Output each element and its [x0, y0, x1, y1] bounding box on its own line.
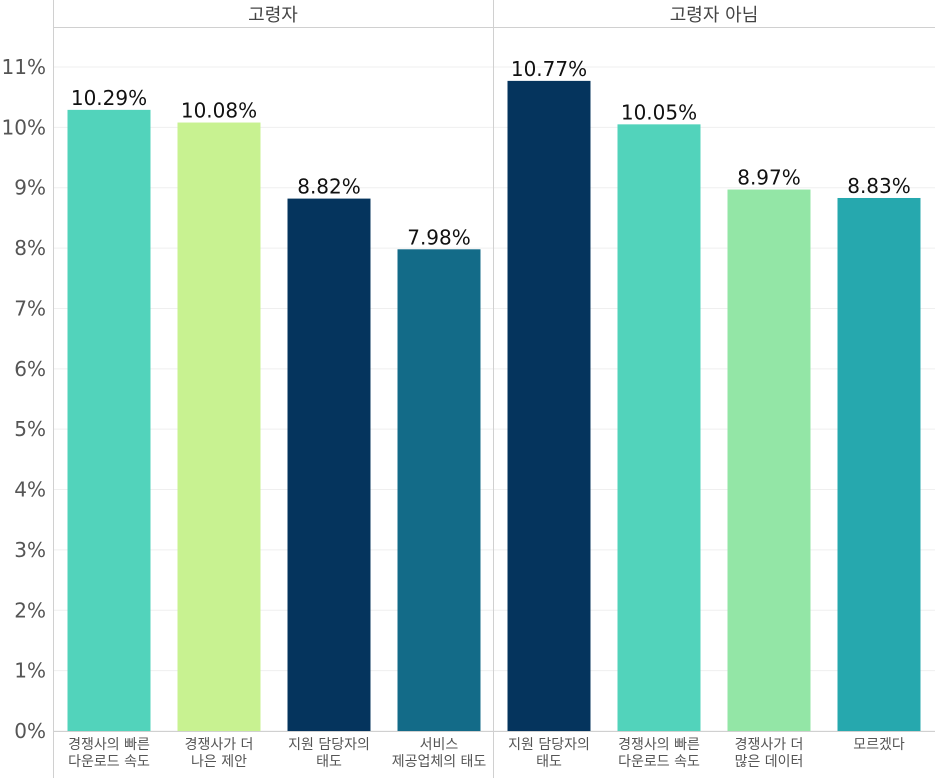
panel-title: 고령자 — [248, 5, 298, 26]
y-tick-label: 5% — [14, 417, 46, 441]
y-tick-label: 8% — [14, 236, 46, 260]
y-tick-label: 3% — [14, 538, 46, 562]
bar[interactable] — [397, 249, 481, 731]
data-label: 8.97% — [737, 166, 801, 190]
data-label: 10.29% — [71, 86, 147, 110]
y-tick-label: 4% — [14, 478, 46, 502]
y-tick-label: 11% — [2, 55, 46, 79]
data-label: 10.08% — [181, 99, 257, 123]
category-label: 나은 제안 — [191, 754, 247, 770]
bar[interactable] — [177, 122, 261, 731]
category-label: 다운로드 속도 — [618, 754, 700, 770]
data-label: 7.98% — [407, 225, 471, 249]
y-tick-label: 10% — [2, 115, 46, 139]
y-tick-label: 9% — [14, 176, 46, 200]
bar[interactable] — [727, 189, 811, 731]
data-label: 10.77% — [511, 57, 587, 81]
data-label: 10.05% — [621, 100, 697, 124]
y-tick-label: 6% — [14, 357, 46, 381]
category-label: 경쟁사의 빠른 — [68, 737, 150, 753]
bar[interactable] — [507, 80, 591, 731]
bar[interactable] — [617, 124, 701, 731]
category-label: 다운로드 속도 — [68, 754, 150, 770]
y-tick-label: 2% — [14, 598, 46, 622]
data-label: 8.82% — [297, 175, 361, 199]
panel-title: 고령자 아님 — [670, 5, 759, 26]
category-label: 경쟁사의 빠른 — [618, 737, 700, 753]
data-label: 8.83% — [847, 174, 911, 198]
bar[interactable] — [67, 109, 151, 732]
bar[interactable] — [837, 197, 921, 732]
category-label: 모르겠다 — [853, 737, 905, 753]
category-label: 경쟁사가 더 — [735, 737, 804, 753]
category-label: 서비스 — [420, 737, 459, 753]
category-label: 지원 담당자의 — [508, 737, 590, 753]
category-label: 제공업체의 태도 — [392, 754, 487, 770]
y-tick-label: 7% — [14, 296, 46, 320]
y-tick-label: 0% — [14, 719, 46, 743]
category-label: 경쟁사가 더 — [185, 737, 254, 753]
category-label: 태도 — [536, 754, 562, 770]
category-label: 지원 담당자의 — [288, 737, 370, 753]
bar[interactable] — [287, 198, 371, 732]
category-label: 많은 데이터 — [735, 754, 804, 770]
y-tick-label: 1% — [14, 659, 46, 683]
category-label: 태도 — [316, 754, 342, 770]
